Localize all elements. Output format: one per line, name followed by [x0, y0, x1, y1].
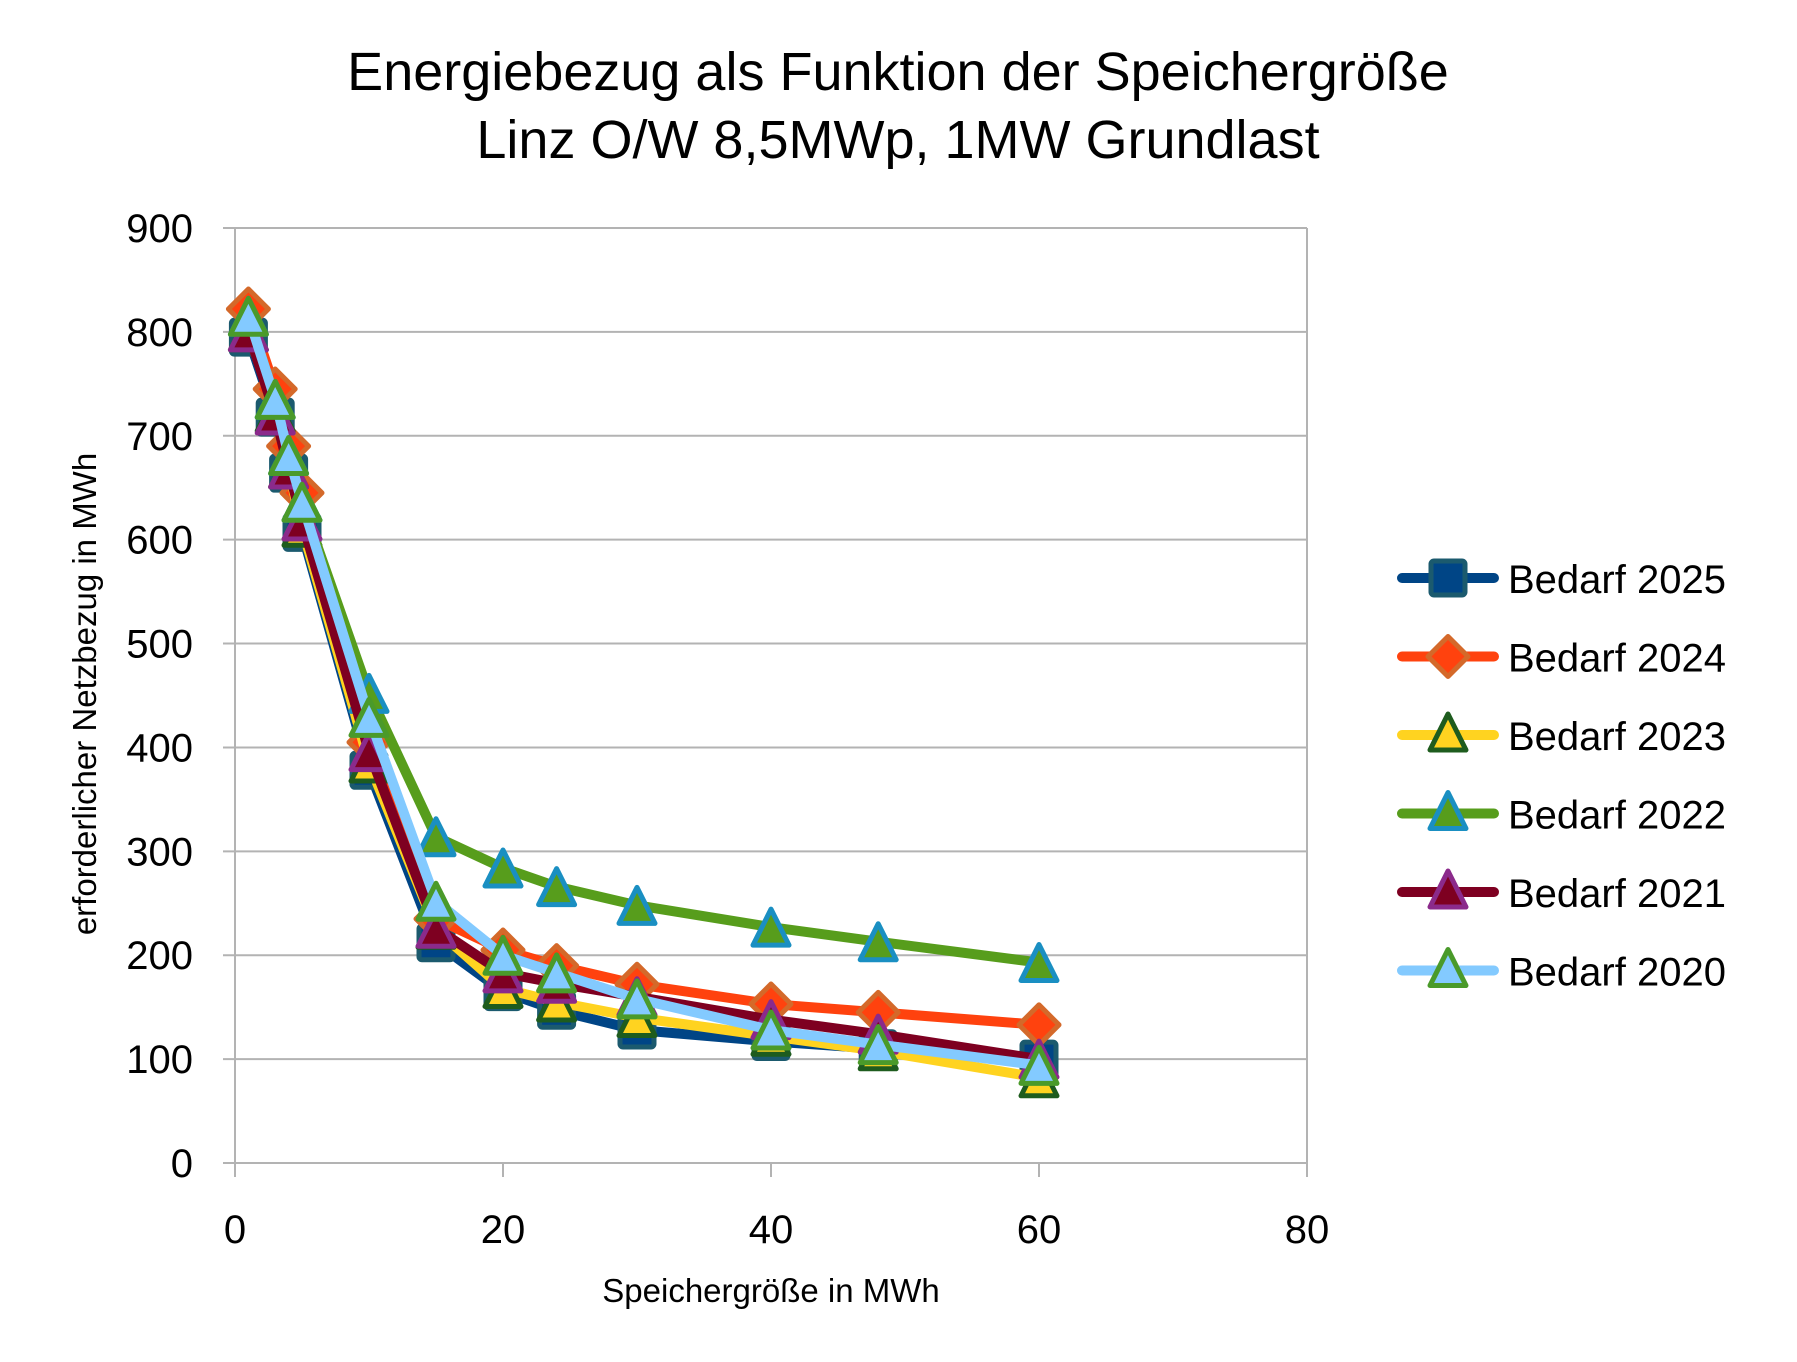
- legend-item: Bedarf 2022: [1397, 790, 1726, 838]
- data-point-marker: [536, 952, 578, 994]
- series-bedarf-2020: [227, 295, 1060, 1086]
- y-tick-label: 600: [126, 519, 193, 563]
- y-axis-label: erforderlicher Netzbezug in MWh: [66, 453, 103, 935]
- data-point-marker: [616, 884, 658, 926]
- data-point-marker: [1018, 941, 1060, 983]
- data-point-marker: [254, 378, 296, 420]
- legend-item: Bedarf 2020: [1397, 947, 1726, 995]
- y-tick-label: 700: [126, 415, 193, 459]
- data-point-marker: [616, 978, 658, 1020]
- chart-title: Energiebezug als Funktion der Speichergr…: [347, 42, 1449, 170]
- y-tick-label: 300: [126, 830, 193, 874]
- y-tick-label: 500: [126, 623, 193, 667]
- data-point-marker: [750, 1009, 792, 1051]
- legend-marker-icon: [1427, 790, 1469, 831]
- legend-label: Bedarf 2024: [1508, 637, 1726, 681]
- legend-item: Bedarf 2024: [1397, 634, 1726, 681]
- legend-label: Bedarf 2022: [1508, 794, 1726, 838]
- legend-label: Bedarf 2023: [1508, 715, 1726, 759]
- legend-item: Bedarf 2021: [1397, 868, 1726, 916]
- x-tick-label: 60: [1017, 1208, 1062, 1252]
- x-axis-label: Speichergröße in MWh: [602, 1272, 939, 1309]
- legend-label: Bedarf 2020: [1508, 951, 1726, 995]
- legend-marker-icon: [1425, 634, 1471, 679]
- chart-title-line-1: Energiebezug als Funktion der Speichergr…: [347, 42, 1449, 102]
- data-point-marker: [348, 696, 390, 738]
- legend-label: Bedarf 2021: [1508, 872, 1726, 916]
- y-tick-label: 400: [126, 726, 193, 770]
- x-tick-labels: 0 20 40 60 80: [224, 1208, 1329, 1252]
- y-tick-labels: 0 100 200 300 400 500 600 700 800 900: [126, 207, 193, 1186]
- data-point-marker: [536, 866, 578, 908]
- data-point-marker: [415, 907, 457, 949]
- y-tick-label: 800: [126, 311, 193, 355]
- data-point-marker: [482, 847, 524, 889]
- data-point-marker: [1018, 1044, 1060, 1086]
- y-tick-label: 200: [126, 934, 193, 978]
- data-point-marker: [415, 816, 457, 858]
- data-point-marker: [227, 295, 269, 337]
- x-tick-label: 80: [1285, 1208, 1330, 1252]
- legend: Bedarf 2025 Bedarf 2024 Bedarf 2023 Bedarf …: [1397, 558, 1726, 995]
- legend-marker-icon: [1427, 868, 1469, 910]
- series-bedarf-2022: [227, 295, 1060, 983]
- x-tick-label: 40: [749, 1208, 794, 1252]
- legend-item: Bedarf 2025: [1397, 558, 1726, 602]
- legend-marker-icon: [1427, 711, 1469, 753]
- y-tick-label: 900: [126, 207, 193, 251]
- y-tick-label: 0: [171, 1142, 193, 1186]
- series-line: [243, 311, 1044, 968]
- axes: [234, 228, 1308, 1177]
- data-point-marker: [857, 921, 899, 963]
- data-point-marker: [750, 906, 792, 948]
- series-group: [225, 286, 1062, 1099]
- data-point-marker: [482, 934, 524, 976]
- legend-label: Bedarf 2025: [1508, 558, 1726, 602]
- x-tick-label: 20: [481, 1208, 526, 1252]
- y-tick-label: 100: [126, 1038, 193, 1082]
- legend-item: Bedarf 2023: [1397, 711, 1726, 759]
- x-tick-label: 0: [224, 1208, 246, 1252]
- series-bedarf-2021: [227, 311, 1060, 1080]
- data-point-marker: [857, 1024, 899, 1066]
- legend-marker-icon: [1427, 947, 1469, 988]
- legend-marker-icon: [1428, 558, 1468, 598]
- data-point-marker: [281, 481, 323, 523]
- data-point-marker: [415, 880, 457, 922]
- data-point-marker: [268, 435, 310, 477]
- chart-title-line-2: Linz O/W 8,5MWp, 1MW Grundlast: [476, 110, 1319, 170]
